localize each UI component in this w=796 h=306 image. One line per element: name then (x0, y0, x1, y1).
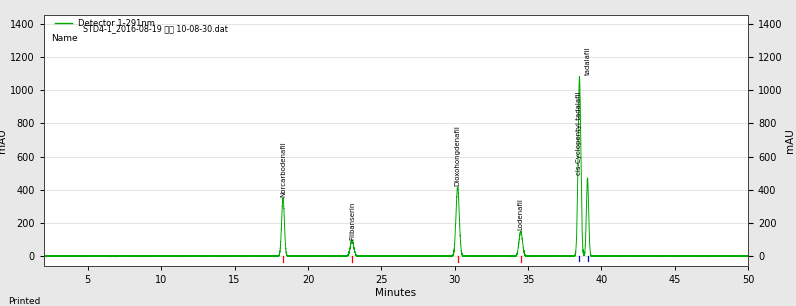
Text: Printed: Printed (8, 297, 41, 306)
Text: tadalafil: tadalafil (585, 47, 591, 75)
Legend: Detector 1-291nm: Detector 1-291nm (55, 20, 155, 28)
Text: Norcarbodenafil: Norcarbodenafil (280, 141, 286, 197)
Text: Dioxohongdenafil: Dioxohongdenafil (455, 125, 461, 186)
Text: Lodenafil: Lodenafil (517, 199, 524, 230)
Text: Name: Name (51, 34, 77, 43)
X-axis label: Minutes: Minutes (376, 288, 416, 298)
Y-axis label: mAU: mAU (786, 129, 795, 153)
Text: cis-Cyclopentyl tadalafil: cis-Cyclopentyl tadalafil (576, 91, 582, 175)
Text: Flibanserin: Flibanserin (349, 201, 355, 240)
Y-axis label: mAU: mAU (0, 129, 7, 153)
Text: STD4-1_2016-08-19 公事 10-08-30.dat: STD4-1_2016-08-19 公事 10-08-30.dat (83, 24, 228, 33)
